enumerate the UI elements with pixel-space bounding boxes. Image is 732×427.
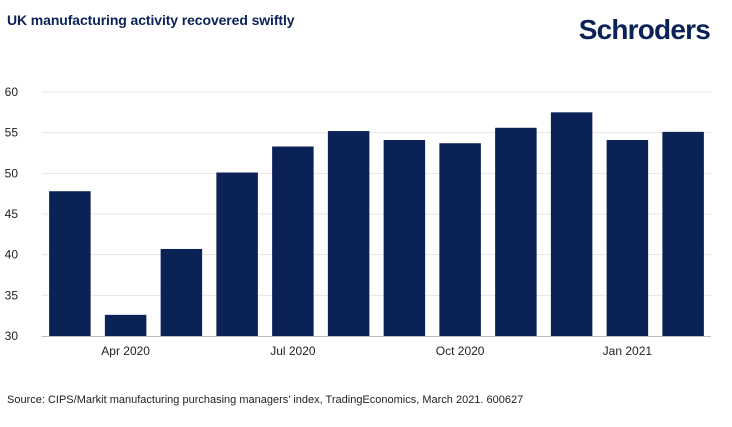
bar-8 [439,143,481,336]
y-tick-label: 40 [5,248,19,262]
x-tick-label: Jan 2021 [603,344,653,358]
y-tick-label: 60 [5,85,19,99]
bar-3 [160,248,203,336]
y-tick-label: 35 [5,288,19,302]
x-axis-ticks: Apr 2020 Jul 2020 Oct 2020 Jan 2021 [101,344,652,358]
grid-lines [42,91,711,296]
bars [49,112,704,336]
bar-10 [550,112,593,336]
bar-1 [49,191,91,336]
y-tick-label: 45 [5,207,19,221]
source-note: Source: CIPS/Markit manufacturing purcha… [7,394,524,406]
x-tick-label: Oct 2020 [436,344,485,358]
brand-logo: Schroders [578,14,711,45]
bar-12 [662,131,704,336]
y-tick-label: 50 [5,166,19,180]
bar-2 [104,314,147,336]
y-tick-label: 55 [5,126,19,140]
bar-5 [272,146,314,336]
y-axis-ticks: 30 35 40 45 50 55 60 [5,85,19,343]
bar-9 [495,127,537,336]
x-tick-label: Apr 2020 [101,344,150,358]
bar-6 [327,131,370,336]
x-tick-label: Jul 2020 [270,344,316,358]
y-tick-label: 30 [5,329,19,343]
bar-7 [383,139,426,336]
chart-title: UK manufacturing activity recovered swif… [7,12,295,28]
bar-11 [606,139,649,336]
bar-4 [216,172,258,336]
